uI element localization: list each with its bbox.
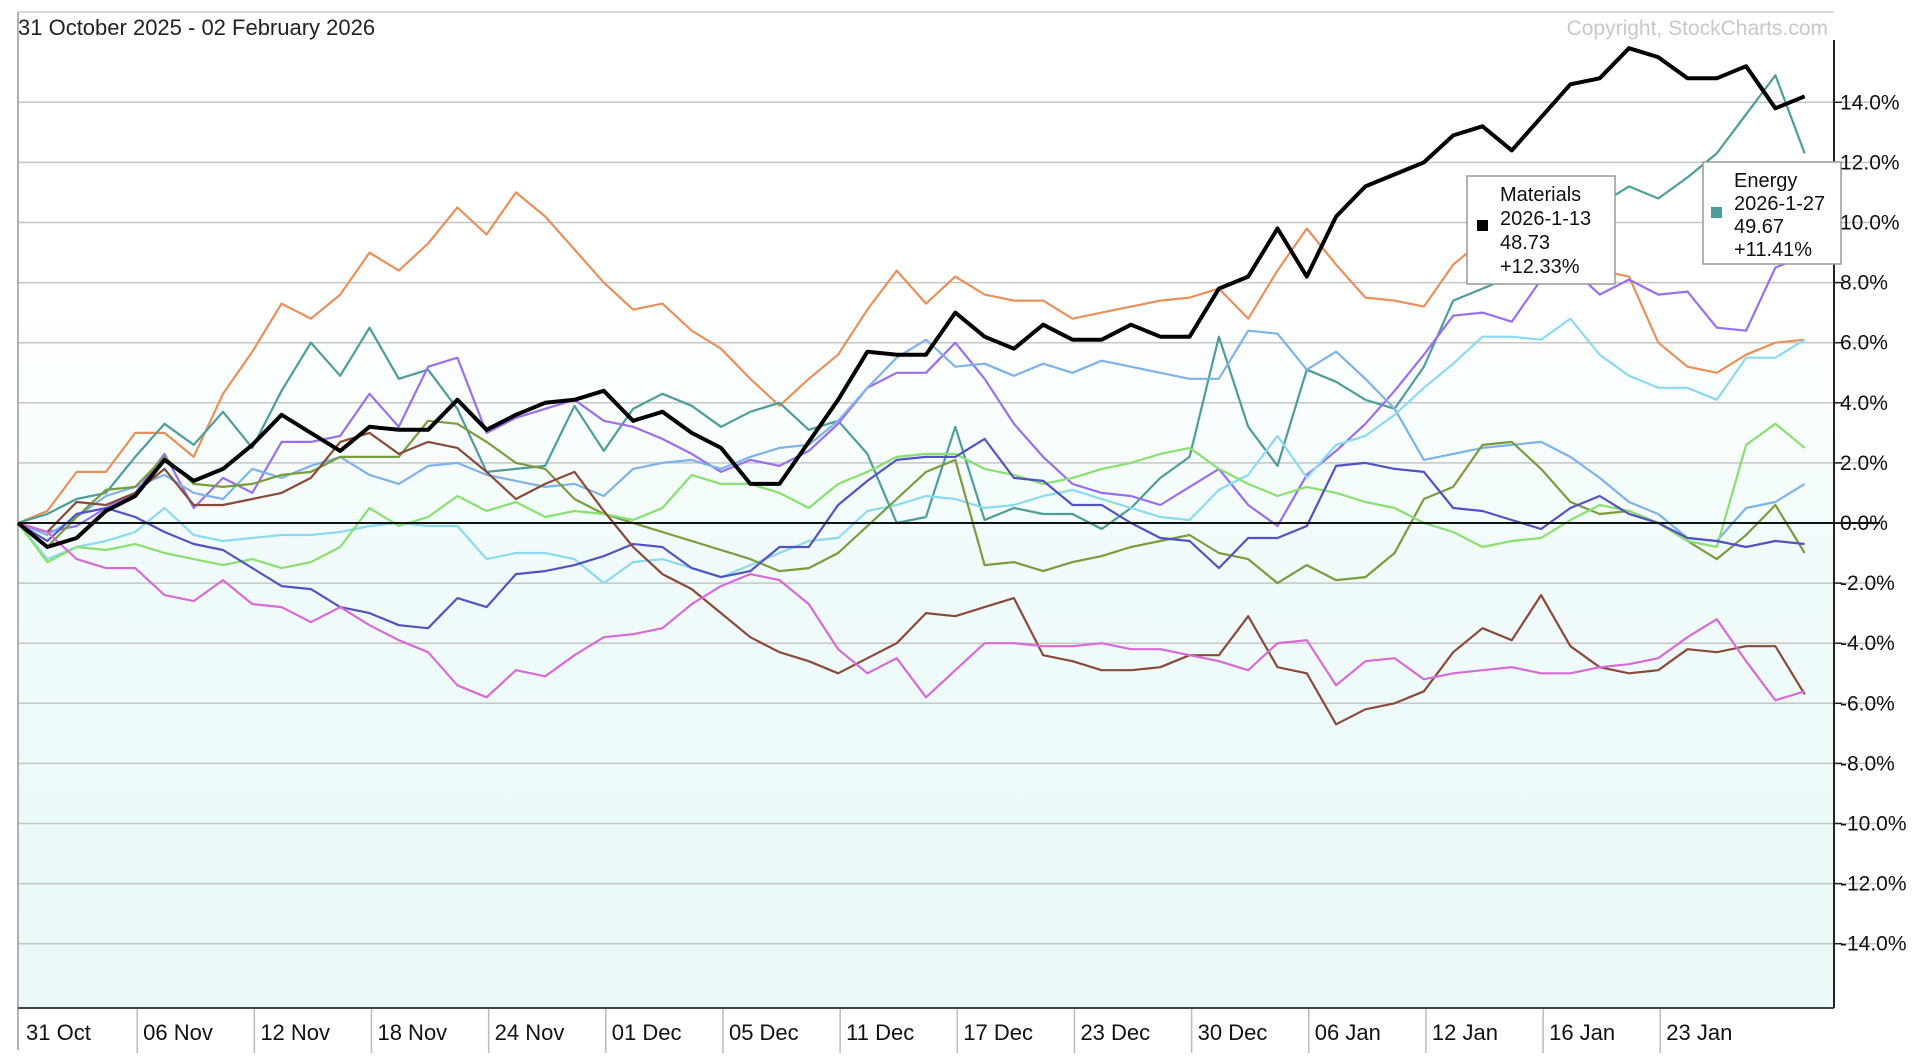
tooltip-swatch xyxy=(1477,220,1488,231)
tooltip-series-name: Materials xyxy=(1500,184,1581,206)
series-line-9 xyxy=(17,521,1806,702)
tooltip-box xyxy=(1702,161,1842,265)
y-axis-ticks: 14.0% 12.0% 10.0% 8.0% 6.0% 4.0% 2.0% 0.0% -2.0%… xyxy=(1834,91,1907,956)
tooltip-change: +11.41% xyxy=(1734,239,1812,261)
y-tick-label: -10.0% xyxy=(1840,813,1907,836)
tooltip-value: 48.73 xyxy=(1500,232,1550,254)
grid-lines xyxy=(18,101,1880,1053)
y-tick-label: -2.0% xyxy=(1840,572,1895,595)
y-tick-label: -4.0% xyxy=(1840,632,1895,655)
y-tick-label: 8.0% xyxy=(1840,272,1888,295)
x-tick-label: 24 Nov xyxy=(495,1020,565,1045)
x-tick-label: 18 Nov xyxy=(377,1020,447,1045)
tooltip-materials: Materials 2026-1-13 48.73 +12.33% xyxy=(1466,175,1616,285)
series-line-3 xyxy=(17,329,1806,543)
tooltip-value: 49.67 xyxy=(1734,216,1784,238)
x-tick-label: 01 Dec xyxy=(612,1020,682,1045)
copyright-text: Copyright, StockCharts.com xyxy=(1567,17,1828,40)
tooltip-date: 2026-1-13 xyxy=(1500,208,1591,230)
series-lines xyxy=(16,46,1806,726)
series-line-2 xyxy=(17,254,1806,534)
x-tick-label: 16 Jan xyxy=(1549,1020,1615,1045)
series-line-4 xyxy=(17,317,1806,585)
tooltip-change: +12.33% xyxy=(1500,256,1580,278)
y-tick-label: -8.0% xyxy=(1840,752,1895,775)
y-tick-label: 4.0% xyxy=(1840,392,1888,415)
y-tick-label: 10.0% xyxy=(1840,212,1900,235)
x-tick-label: 12 Jan xyxy=(1432,1020,1498,1045)
x-tick-label: 06 Nov xyxy=(143,1020,213,1045)
y-tick-label: 0.0% xyxy=(1840,512,1888,535)
x-tick-label: 11 Dec xyxy=(846,1020,914,1045)
y-tick-label: -14.0% xyxy=(1840,933,1907,956)
y-tick-label: 14.0% xyxy=(1840,91,1900,114)
chart-title: 31 October 2025 - 02 February 2026 xyxy=(18,15,375,40)
y-tick-label: -6.0% xyxy=(1840,692,1895,715)
x-tick-label: 31 Oct xyxy=(26,1020,91,1045)
x-tick-label: 23 Jan xyxy=(1666,1020,1732,1045)
plot-area xyxy=(18,12,1834,1008)
x-tick-label: 23 Dec xyxy=(1080,1020,1150,1045)
series-line-7 xyxy=(17,437,1805,630)
tooltip-swatch xyxy=(1711,207,1722,218)
series-line-5 xyxy=(17,419,1806,585)
tooltip-energy: Energy 2026-1-27 49.67 +11.41% xyxy=(1702,161,1842,265)
x-tick-label: 12 Nov xyxy=(260,1020,330,1045)
x-tick-label: 06 Jan xyxy=(1315,1020,1381,1045)
tooltip-box xyxy=(1466,175,1616,285)
series-line-6 xyxy=(17,422,1806,570)
x-tick-label: 30 Dec xyxy=(1198,1020,1268,1045)
x-tick-label: 05 Dec xyxy=(729,1020,799,1045)
y-tick-label: 2.0% xyxy=(1840,452,1888,475)
series-line-10 xyxy=(16,46,1806,549)
x-tick-label: 17 Dec xyxy=(963,1020,1033,1045)
tooltip-series-name: Energy xyxy=(1734,170,1797,192)
y-tick-label: -12.0% xyxy=(1840,873,1907,896)
y-tick-label: 6.0% xyxy=(1840,332,1888,355)
series-line-8 xyxy=(17,431,1806,726)
y-tick-label: 12.0% xyxy=(1840,151,1900,174)
x-axis-ticks: 31 Oct 06 Nov 12 Nov 18 Nov 24 Nov 01 Dec 05 D… xyxy=(26,1020,1732,1045)
tooltip-date: 2026-1-27 xyxy=(1734,193,1825,215)
